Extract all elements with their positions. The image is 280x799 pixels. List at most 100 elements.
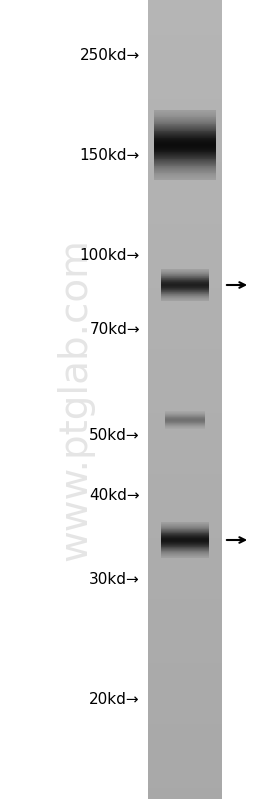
Bar <box>153 168 216 169</box>
Bar <box>153 158 216 160</box>
Bar <box>148 16 222 18</box>
Bar <box>148 192 222 194</box>
Bar <box>153 142 216 143</box>
Bar <box>153 145 216 146</box>
Bar <box>148 261 222 264</box>
Bar <box>148 570 222 573</box>
Bar <box>148 280 222 282</box>
Bar <box>153 169 216 170</box>
Bar <box>148 18 222 22</box>
Bar <box>148 373 222 376</box>
Bar <box>148 698 222 701</box>
Bar <box>148 149 222 152</box>
Bar <box>148 773 222 775</box>
Bar <box>148 538 222 541</box>
Bar <box>148 360 222 362</box>
Bar <box>153 120 216 121</box>
Bar <box>148 181 222 184</box>
Bar <box>153 141 216 142</box>
Bar <box>148 749 222 751</box>
Bar <box>148 573 222 575</box>
Bar <box>153 176 216 177</box>
Bar <box>153 109 216 110</box>
Bar <box>148 554 222 557</box>
Bar <box>148 194 222 197</box>
Bar <box>153 137 216 138</box>
Bar <box>153 161 216 162</box>
Bar <box>148 157 222 160</box>
Bar <box>148 769 222 773</box>
Bar <box>148 317 222 320</box>
Bar <box>148 743 222 745</box>
Bar <box>148 482 222 485</box>
Bar <box>148 721 222 725</box>
Bar <box>148 389 222 392</box>
Bar <box>148 72 222 74</box>
Bar <box>148 14 222 16</box>
Bar <box>148 413 222 415</box>
Bar <box>148 458 222 461</box>
Bar <box>148 122 222 125</box>
Bar <box>148 541 222 543</box>
Bar <box>148 125 222 128</box>
Bar <box>148 85 222 88</box>
Bar <box>153 124 216 125</box>
Bar <box>148 22 222 24</box>
Bar <box>148 253 222 256</box>
Bar <box>148 695 222 698</box>
Bar <box>148 597 222 599</box>
Bar <box>148 463 222 466</box>
Bar <box>148 426 222 429</box>
Bar <box>153 151 216 152</box>
Bar <box>148 354 222 357</box>
Bar <box>148 82 222 85</box>
Bar <box>148 607 222 610</box>
Bar <box>148 368 222 370</box>
Bar <box>148 10 222 14</box>
Text: 100kd→: 100kd→ <box>80 248 140 263</box>
Bar <box>153 147 216 148</box>
Bar <box>148 485 222 487</box>
Bar <box>148 621 222 623</box>
Bar <box>153 112 216 113</box>
Bar <box>148 567 222 570</box>
Bar <box>148 751 222 753</box>
Bar <box>148 341 222 344</box>
Bar <box>148 781 222 783</box>
Bar <box>148 503 222 506</box>
Bar <box>148 565 222 567</box>
Text: 20kd→: 20kd→ <box>89 693 140 707</box>
Bar <box>148 106 222 109</box>
Bar <box>148 727 222 729</box>
Bar <box>153 149 216 150</box>
Bar <box>148 498 222 501</box>
Bar <box>148 58 222 62</box>
Bar <box>148 32 222 34</box>
Bar <box>153 155 216 156</box>
Bar <box>148 626 222 629</box>
Bar <box>153 179 216 180</box>
Bar <box>148 719 222 721</box>
Bar <box>148 709 222 711</box>
Bar <box>148 410 222 413</box>
Bar <box>148 64 222 66</box>
Bar <box>148 511 222 514</box>
Bar <box>153 162 216 163</box>
Bar <box>153 164 216 165</box>
Bar <box>148 50 222 54</box>
Bar <box>148 40 222 42</box>
Bar <box>148 791 222 793</box>
Bar <box>148 757 222 759</box>
Bar <box>148 735 222 737</box>
Bar <box>148 543 222 546</box>
Bar <box>148 405 222 407</box>
Bar <box>148 442 222 445</box>
Bar <box>153 174 216 175</box>
Bar <box>148 785 222 789</box>
Bar <box>148 2 222 6</box>
Bar <box>148 578 222 581</box>
Text: 40kd→: 40kd→ <box>89 487 140 503</box>
Bar <box>148 349 222 352</box>
Bar <box>148 717 222 719</box>
Bar <box>148 234 222 237</box>
